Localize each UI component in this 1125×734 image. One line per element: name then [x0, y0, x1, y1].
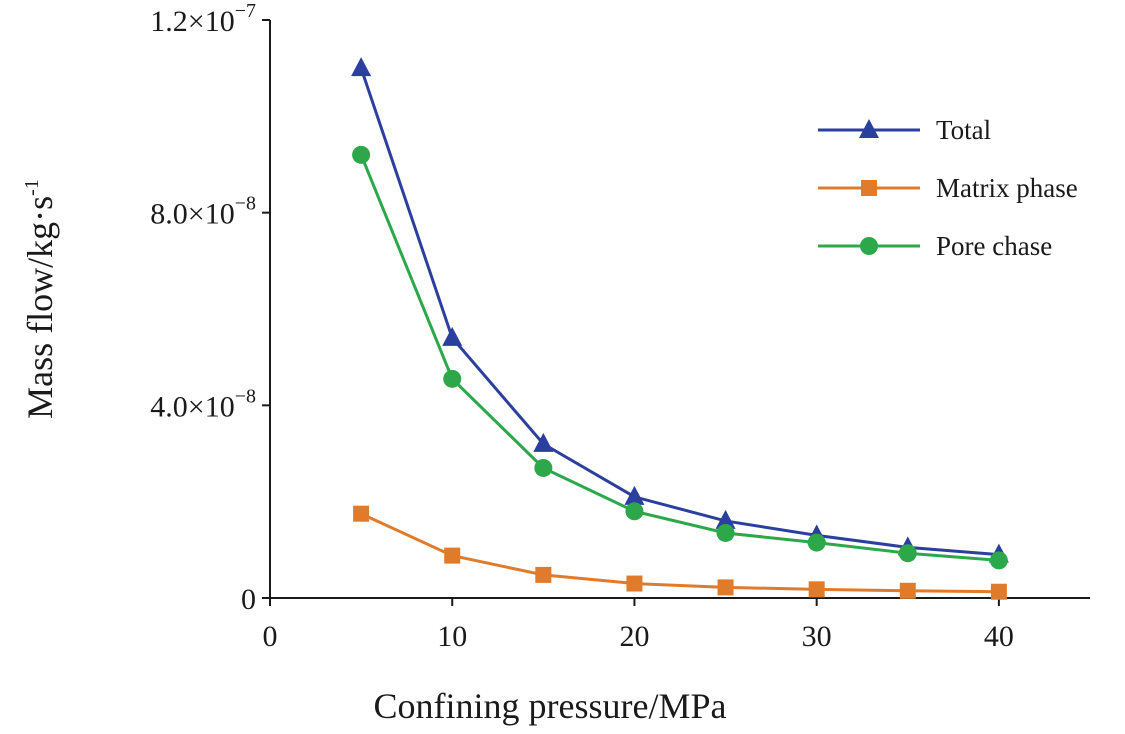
axes: 0 10 20 30 40 0 4.0×10−8 8.0×10−8 1.2×10−7 Confin… [20, 0, 1090, 726]
series-total [351, 57, 1009, 563]
x-axis-title: Confining pressure/MPa [374, 686, 727, 726]
series-layer [351, 57, 1009, 600]
legend-label: Pore chase [936, 231, 1052, 261]
data-point-square [990, 583, 1007, 600]
data-point-triangle [715, 509, 736, 529]
data-point-triangle [624, 485, 645, 505]
y-axis-title: Mass flow/kg·s-1 [20, 179, 60, 419]
x-tick-label: 10 [437, 620, 467, 653]
data-point-circle [625, 502, 644, 521]
data-point-circle [716, 523, 735, 542]
legend-marker-square [861, 180, 877, 196]
data-point-circle [352, 145, 371, 164]
series-matrix-phase [353, 505, 1007, 600]
data-point-circle [534, 458, 553, 477]
x-tick-label: 20 [619, 620, 649, 653]
legend: Total Matrix phase Pore chase [818, 115, 1078, 261]
legend-label: Matrix phase [936, 173, 1078, 203]
data-point-square [535, 566, 552, 583]
data-point-square [808, 581, 825, 598]
legend-marker-triangle [859, 119, 879, 138]
series-line [359, 154, 1000, 562]
series-pore-chase [352, 145, 1008, 570]
data-point-circle [443, 369, 462, 388]
x-tick-label: 40 [984, 620, 1014, 653]
data-point-triangle [442, 326, 463, 346]
legend-item: Pore chase [818, 231, 1052, 261]
y-tick-label: 8.0×10−8 [150, 193, 256, 231]
y-tick-label: 4.0×10−8 [150, 385, 256, 423]
legend-marker-circle [860, 237, 878, 255]
data-point-square [626, 575, 643, 592]
data-point-square [444, 547, 461, 564]
data-point-circle [989, 551, 1008, 570]
legend-item: Matrix phase [818, 173, 1078, 203]
data-point-square [353, 505, 370, 522]
legend-item: Total [818, 115, 991, 145]
data-point-square [899, 582, 916, 599]
series-line [360, 512, 999, 594]
data-point-circle [807, 533, 826, 552]
data-point-triangle [533, 432, 554, 452]
legend-label: Total [936, 115, 991, 145]
x-tick-label: 0 [263, 620, 278, 653]
data-point-square [717, 579, 734, 596]
y-tick-label: 0 [241, 583, 256, 616]
data-point-triangle [351, 57, 372, 77]
x-tick-label: 30 [802, 620, 832, 653]
series-line [359, 67, 1000, 557]
y-tick-label: 1.2×10−7 [150, 0, 256, 38]
data-point-circle [898, 544, 917, 563]
